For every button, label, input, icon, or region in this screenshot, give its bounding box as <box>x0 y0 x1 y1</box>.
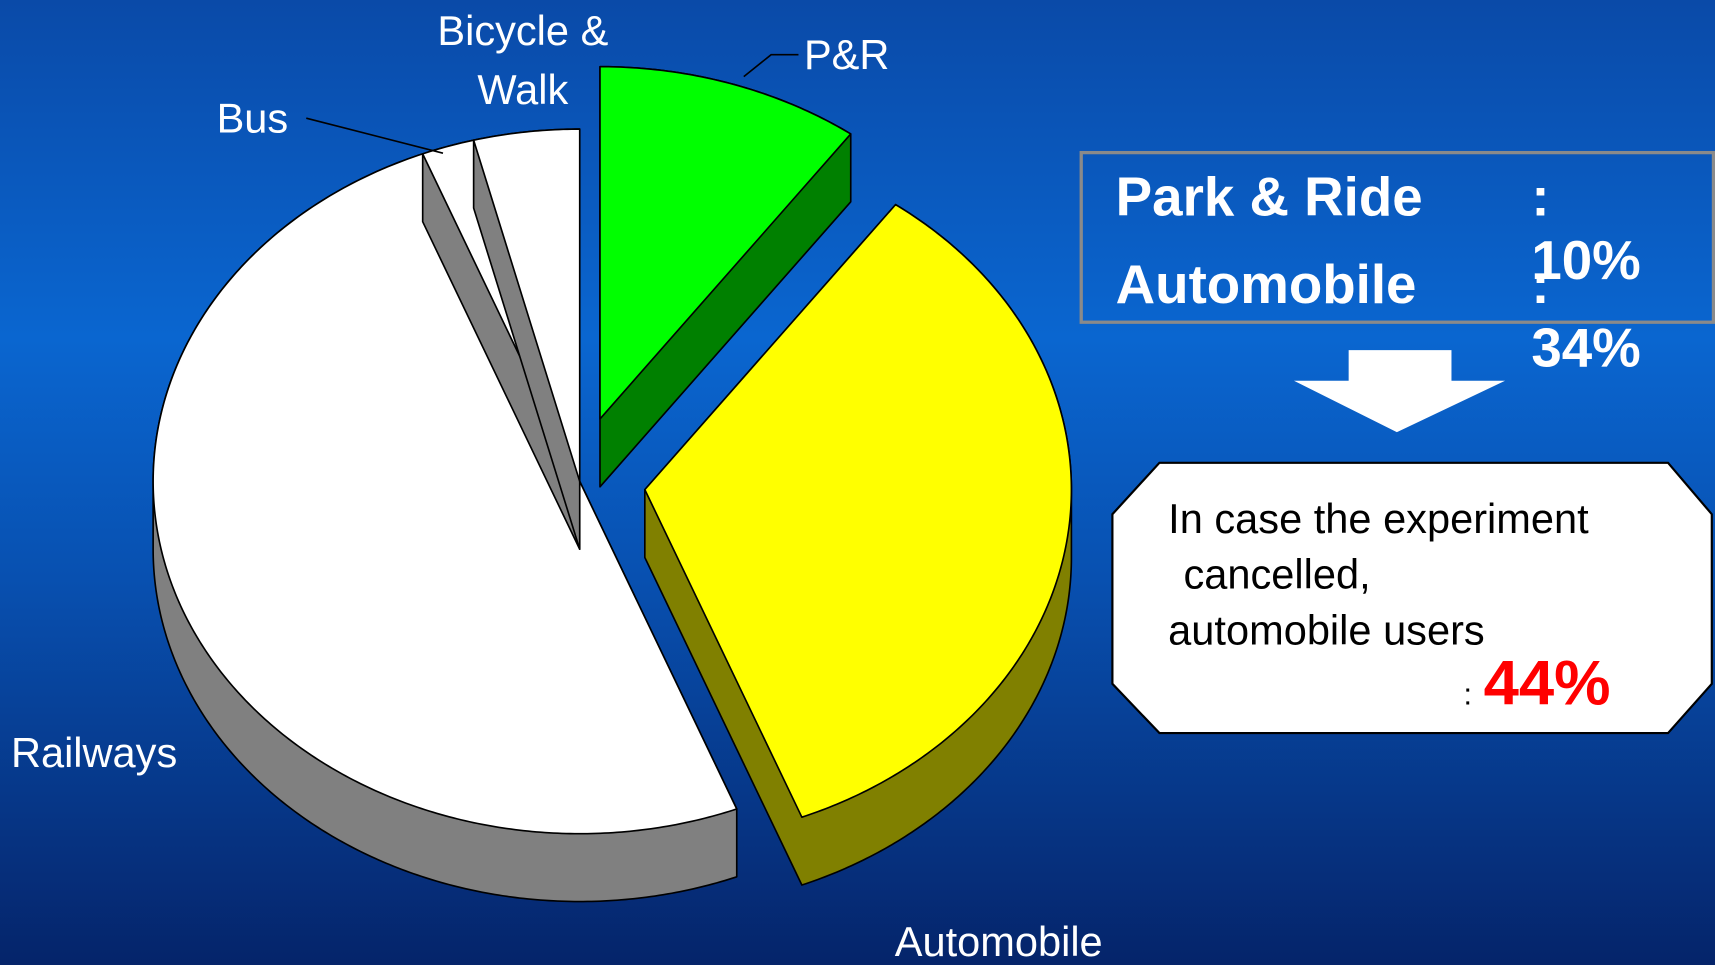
summary-value: : 34% <box>1531 253 1641 379</box>
summary-value: : 10% <box>1531 166 1641 292</box>
slice <box>644 203 1073 819</box>
slice-label: P&R <box>803 32 890 79</box>
note-line: automobile users <box>1168 608 1485 655</box>
slice-label: Railways <box>10 730 178 777</box>
slice-label: Automobile <box>894 920 1103 965</box>
leader-line <box>743 53 799 78</box>
summary-row: Automobile : 34% <box>1115 253 1641 379</box>
note-prefix: : <box>1463 677 1473 712</box>
slice-label: Bus <box>216 96 289 143</box>
leader-line <box>306 117 444 154</box>
callout <box>1111 461 1713 735</box>
note: In case the experiment cancelled, automo… <box>1168 492 1610 722</box>
arrow <box>1293 350 1506 433</box>
note-highlight: 44% <box>1483 647 1611 719</box>
slice <box>599 65 852 420</box>
slice <box>472 128 581 483</box>
pie <box>152 65 1073 903</box>
summary-row: Park & Ride : 10% <box>1115 165 1641 291</box>
note-line: cancelled, <box>1183 552 1371 599</box>
slice-label: Bicycle & Walk <box>437 8 609 114</box>
summary-box: Park & Ride : 10% Automobile : 34% <box>1079 150 1715 379</box>
summary-label: Park & Ride <box>1115 166 1423 228</box>
note-line: In case the experiment <box>1168 496 1589 543</box>
slice <box>152 153 738 835</box>
summary-label: Automobile <box>1115 253 1417 316</box>
